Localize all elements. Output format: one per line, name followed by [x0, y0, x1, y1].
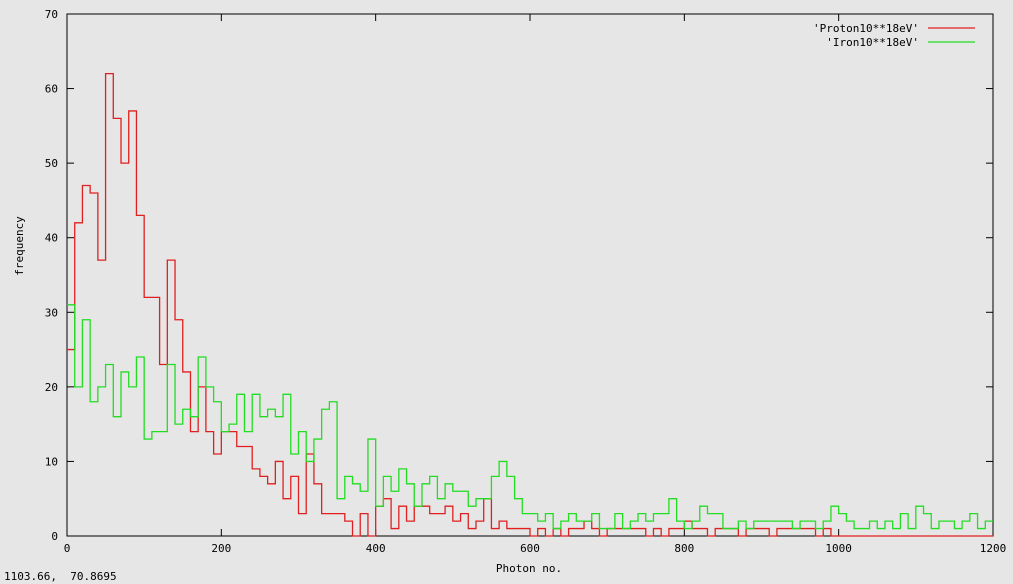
coordinate-readout: 1103.66, 70.8695 — [4, 570, 117, 583]
x-axis-label: Photon no. — [496, 562, 562, 575]
y-tick-label: 10 — [45, 455, 58, 468]
y-axis-label: frequency — [13, 216, 26, 276]
x-tick-label: 0 — [64, 542, 71, 555]
y-tick-label: 50 — [45, 157, 58, 170]
x-tick-label: 800 — [674, 542, 694, 555]
x-tick-label: 400 — [366, 542, 386, 555]
series-line-iron — [67, 304, 993, 530]
plot-area: 0 200 400 600 800 1000 1200 0 10 20 30 40 50 60 70 — [45, 8, 1007, 555]
x-tick-label: 1200 — [980, 542, 1007, 555]
x-tick-label: 200 — [211, 542, 231, 555]
y-tick-label: 70 — [45, 8, 58, 21]
y-tick-label: 20 — [45, 381, 58, 394]
plot-frame — [66, 13, 994, 537]
y-tick-label: 0 — [51, 530, 58, 543]
x-tick-label: 1000 — [825, 542, 852, 555]
legend-entry-label: 'Proton10**18eV' — [813, 22, 919, 35]
y-tick-label: 40 — [45, 232, 58, 245]
series-line-proton — [67, 73, 993, 537]
y-tick-label: 30 — [45, 306, 58, 319]
legend: 'Proton10**18eV''Iron10**18eV' — [813, 22, 975, 49]
y-tick-label: 60 — [45, 83, 58, 96]
legend-entry-label: 'Iron10**18eV' — [826, 36, 919, 49]
x-tick-label: 600 — [520, 542, 540, 555]
